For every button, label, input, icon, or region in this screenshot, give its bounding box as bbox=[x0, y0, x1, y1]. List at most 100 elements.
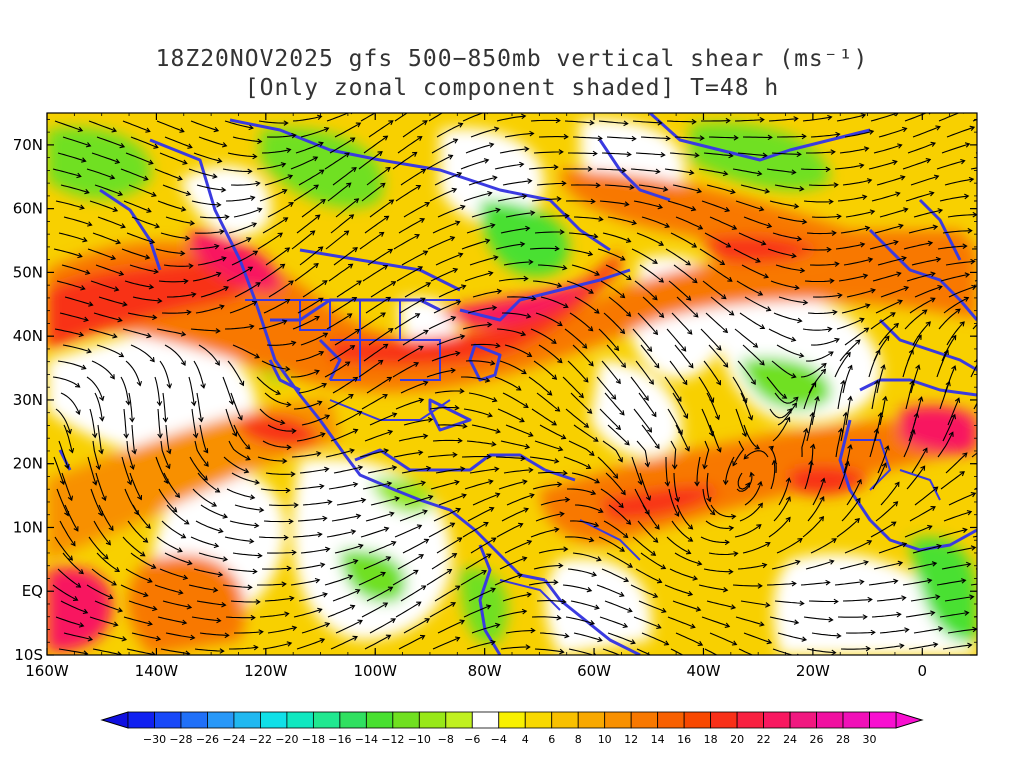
streamline-arrowhead bbox=[318, 141, 324, 147]
colorbar-label: 4 bbox=[522, 733, 529, 746]
streamline-arrowhead bbox=[922, 309, 928, 315]
streamline-arrowhead bbox=[483, 158, 490, 164]
colorbar-swatch bbox=[630, 711, 659, 729]
streamline-arrowhead bbox=[757, 583, 763, 589]
streamline bbox=[429, 602, 456, 618]
streamline-arrowhead bbox=[925, 321, 931, 327]
streamline-arrowhead bbox=[252, 568, 258, 575]
streamline-arrowhead bbox=[358, 543, 364, 549]
streamline bbox=[59, 520, 76, 546]
streamline-arrowhead bbox=[994, 401, 998, 406]
streamline-arrowhead bbox=[353, 198, 360, 204]
streamline-arrowhead bbox=[551, 374, 558, 380]
streamline bbox=[876, 597, 906, 602]
streamline bbox=[292, 115, 322, 122]
streamline bbox=[676, 504, 693, 530]
streamline bbox=[401, 250, 428, 266]
streamline-arrowhead bbox=[731, 640, 738, 646]
streamline bbox=[871, 613, 901, 618]
streamline-arrowhead bbox=[685, 260, 691, 266]
streamline bbox=[539, 215, 569, 218]
streamline-arrowhead bbox=[629, 184, 635, 190]
streamline bbox=[291, 452, 321, 458]
streamline bbox=[669, 360, 688, 385]
streamline bbox=[296, 638, 325, 650]
streamline-arrowhead bbox=[252, 250, 259, 256]
streamline-arrowhead bbox=[98, 449, 104, 455]
streamline bbox=[598, 328, 619, 351]
streamline-arrowhead bbox=[785, 477, 792, 483]
streamline bbox=[128, 184, 157, 197]
streamline-arrowhead bbox=[424, 202, 431, 207]
streamline-arrowhead bbox=[255, 282, 261, 288]
streamline-arrowhead bbox=[156, 401, 163, 407]
streamline-arrowhead bbox=[964, 193, 970, 200]
streamline-arrowhead bbox=[796, 235, 803, 242]
streamline bbox=[744, 296, 771, 311]
streamline-arrowhead bbox=[75, 382, 81, 388]
streamline-arrowhead bbox=[355, 513, 362, 520]
streamline bbox=[54, 328, 84, 336]
streamline bbox=[769, 616, 799, 624]
streamline-arrowhead bbox=[454, 404, 460, 411]
streamline bbox=[294, 263, 319, 282]
streamline bbox=[302, 280, 328, 298]
streamline-arrowhead bbox=[250, 614, 256, 621]
streamline-arrowhead bbox=[232, 431, 238, 437]
streamline-arrowhead bbox=[611, 394, 617, 400]
streamline-arrowhead bbox=[115, 239, 122, 245]
streamline bbox=[300, 548, 330, 554]
streamline-arrowhead bbox=[82, 237, 88, 243]
streamline bbox=[743, 632, 772, 644]
streamline-arrowhead bbox=[693, 312, 699, 318]
streamline bbox=[562, 584, 592, 592]
streamline-arrowhead bbox=[862, 194, 868, 201]
streamline bbox=[53, 456, 65, 485]
streamline-arrowhead bbox=[129, 464, 135, 471]
streamline-arrowhead bbox=[866, 178, 873, 184]
streamline-arrowhead bbox=[151, 191, 157, 197]
streamline bbox=[970, 167, 977, 170]
streamline bbox=[326, 530, 356, 538]
streamline-arrowhead bbox=[727, 276, 733, 282]
streamline bbox=[472, 493, 500, 506]
streamline-arrowhead bbox=[154, 223, 160, 229]
streamline bbox=[96, 552, 120, 572]
streamline-arrowhead bbox=[245, 455, 251, 461]
streamline-arrowhead bbox=[785, 496, 791, 502]
streamline-arrowhead bbox=[757, 290, 764, 296]
streamline-arrowhead bbox=[945, 380, 951, 387]
streamline-arrowhead bbox=[145, 523, 151, 529]
colorbar-label: −18 bbox=[302, 733, 325, 746]
lon-label: 0 bbox=[918, 662, 928, 680]
streamline bbox=[499, 148, 529, 154]
streamline-arrowhead bbox=[420, 297, 426, 303]
streamline bbox=[601, 152, 631, 156]
streamline bbox=[772, 417, 790, 442]
streamline bbox=[226, 266, 253, 282]
streamline-arrowhead bbox=[811, 381, 817, 388]
streamline bbox=[191, 616, 221, 622]
streamline bbox=[840, 412, 847, 442]
streamline bbox=[836, 114, 866, 122]
streamline-arrowhead bbox=[525, 225, 531, 232]
streamline bbox=[404, 495, 433, 506]
streamline bbox=[846, 479, 862, 506]
streamline-arrowhead bbox=[1000, 147, 1004, 152]
streamline-arrowhead bbox=[809, 411, 815, 418]
streamline-arrowhead bbox=[457, 122, 464, 128]
streamline-arrowhead bbox=[180, 331, 187, 337]
streamline bbox=[299, 246, 323, 266]
streamline-arrowhead bbox=[626, 151, 632, 157]
streamline-arrowhead bbox=[386, 376, 393, 382]
streamline bbox=[938, 113, 960, 122]
streamline bbox=[839, 339, 861, 362]
streamline bbox=[166, 504, 189, 525]
streamline bbox=[364, 430, 393, 442]
streamline bbox=[529, 247, 559, 250]
streamline-arrowhead bbox=[1002, 233, 1006, 238]
streamline bbox=[367, 466, 397, 474]
streamline-arrowhead bbox=[931, 561, 938, 567]
streamline bbox=[740, 184, 770, 193]
streamline-arrowhead bbox=[825, 579, 831, 586]
